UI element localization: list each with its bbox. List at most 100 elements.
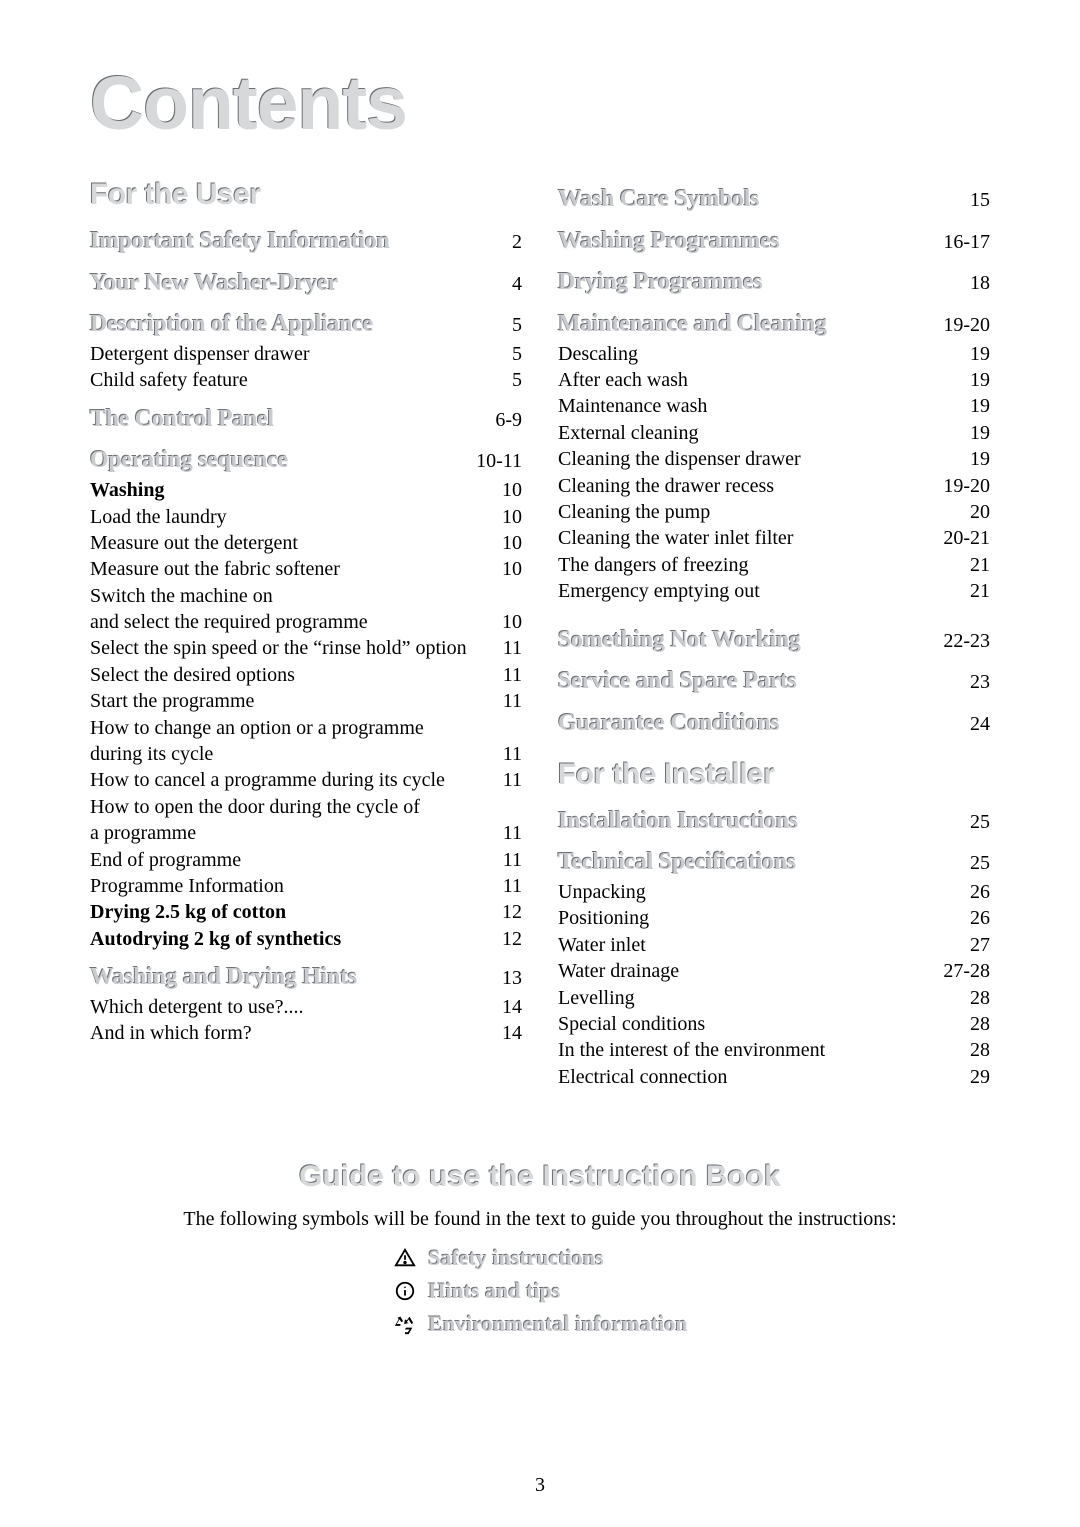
guide-block: Guide to use the Instruction Book The fo… xyxy=(90,1160,990,1340)
toc-label: Service and Spare Parts xyxy=(558,666,807,698)
toc-label: In the interest of the environment xyxy=(558,1037,835,1063)
toc-page: 27 xyxy=(962,932,990,958)
toc-page: 5 xyxy=(504,312,522,338)
toc-page: 19 xyxy=(962,446,990,472)
toc-page: 13 xyxy=(494,965,522,991)
toc-row: Drying Programmes18 xyxy=(558,267,990,299)
toc-row: Select the desired options11 xyxy=(90,662,522,688)
toc-row: How to change an option or a programme xyxy=(90,715,522,741)
warning-triangle-icon xyxy=(392,1245,418,1271)
guide-line: Hints and tips xyxy=(392,1274,687,1307)
toc-page: 10 xyxy=(494,609,522,635)
toc-label: Descaling xyxy=(558,341,648,367)
toc-page: 11 xyxy=(495,873,522,899)
toc-label: Measure out the fabric softener xyxy=(90,556,350,582)
toc-left-column: For the User Important Safety Informatio… xyxy=(90,174,522,1090)
toc-label: And in which form? xyxy=(90,1020,262,1046)
toc-page: 25 xyxy=(962,850,990,876)
toc-row: How to cancel a programme during its cyc… xyxy=(90,767,522,793)
toc-page: 11 xyxy=(495,635,522,661)
toc-page: 26 xyxy=(962,905,990,931)
toc-label: Start the programme xyxy=(90,688,264,714)
toc-right-bottom-list: Installation Instructions25Technical Spe… xyxy=(558,806,990,1090)
toc-row: How to open the door during the cycle of xyxy=(90,794,522,820)
toc-row: Water drainage 27-28 xyxy=(558,958,990,984)
toc-label: Electrical connection xyxy=(558,1064,737,1090)
toc-row: Measure out the detergent 10 xyxy=(90,530,522,556)
recycle-icon xyxy=(392,1311,418,1337)
toc-row: Autodrying 2 kg of synthetics12 xyxy=(90,926,522,952)
toc-page: 19 xyxy=(962,341,990,367)
toc-page: 20 xyxy=(962,499,990,525)
toc-row: Measure out the fabric softener10 xyxy=(90,556,522,582)
toc-label: Technical Specifications xyxy=(558,847,806,879)
toc-page: 5 xyxy=(504,367,522,393)
toc-page: 27-28 xyxy=(935,958,990,984)
toc-label: Maintenance wash xyxy=(558,393,717,419)
toc-left-list: Important Safety Information2Your New Wa… xyxy=(90,226,522,1047)
toc-label: Special conditions xyxy=(558,1011,715,1037)
toc-page: 19-20 xyxy=(935,312,990,338)
page-title: Contents xyxy=(90,60,990,146)
toc-label: Child safety feature xyxy=(90,367,258,393)
toc-page: 28 xyxy=(962,1011,990,1037)
guide-line-text: Safety instructions xyxy=(428,1241,603,1274)
toc-label: External cleaning xyxy=(558,420,709,446)
toc-page: 21 xyxy=(962,578,990,604)
toc-label: Select the spin speed or the “rinse hold… xyxy=(90,635,477,661)
toc-label: Washing and Drying Hints xyxy=(90,962,367,994)
toc-page: 20-21 xyxy=(935,525,990,551)
toc-label: Water inlet xyxy=(558,932,656,958)
toc-page: 10-11 xyxy=(468,448,522,474)
toc-row: Washing and Drying Hints 13 xyxy=(90,962,522,994)
info-circle-icon xyxy=(392,1278,418,1304)
toc-label: How to cancel a programme during its cyc… xyxy=(90,767,455,793)
toc-row: The dangers of freezing21 xyxy=(558,552,990,578)
toc-page: 16-17 xyxy=(935,229,990,255)
toc-label: Washing Programmes xyxy=(558,226,790,258)
toc-row: Operating sequence10-11 xyxy=(90,445,522,477)
toc-label: Autodrying 2 kg of synthetics xyxy=(90,926,351,952)
toc-page: 4 xyxy=(504,271,522,297)
guide-intro: The following symbols will be found in t… xyxy=(90,1208,990,1231)
toc-label: Something Not Working xyxy=(558,625,811,657)
toc-page: 14 xyxy=(494,1020,522,1046)
toc-row: Important Safety Information2 xyxy=(90,226,522,258)
toc-row: Guarantee Conditions24 xyxy=(558,708,990,740)
toc-row: Load the laundry10 xyxy=(90,504,522,530)
toc-label: Water drainage xyxy=(558,958,689,984)
toc-page: 22-23 xyxy=(935,628,990,654)
toc-row: Wash Care Symbols15 xyxy=(558,184,990,216)
toc-page: 11 xyxy=(495,820,522,846)
for-the-installer-heading: For the Installer xyxy=(558,758,990,792)
guide-lines: Safety instructionsHints and tipsEnviron… xyxy=(392,1241,687,1340)
toc-label: Which detergent to use?.... xyxy=(90,994,313,1020)
toc-row: Cleaning the drawer recess19-20 xyxy=(558,473,990,499)
toc-label: during its cycle xyxy=(90,741,223,767)
guide-title: Guide to use the Instruction Book xyxy=(90,1160,990,1194)
toc-page: 10 xyxy=(494,477,522,503)
toc-label: Installation Instructions xyxy=(558,806,808,838)
guide-line: Safety instructions xyxy=(392,1241,687,1274)
toc-row: Detergent dispenser drawer5 xyxy=(90,341,522,367)
toc-page: 12 xyxy=(494,899,522,925)
toc-row: Technical Specifications 25 xyxy=(558,847,990,879)
toc-row: End of programme11 xyxy=(90,847,522,873)
toc-row: Descaling 19 xyxy=(558,341,990,367)
toc-label: Measure out the detergent xyxy=(90,530,308,556)
toc-row: Cleaning the dispenser drawer19 xyxy=(558,446,990,472)
for-the-user-heading: For the User xyxy=(90,178,522,212)
toc-row: and select the required programme 10 xyxy=(90,609,522,635)
toc-row: Programme Information11 xyxy=(90,873,522,899)
toc-label: Emergency emptying out xyxy=(558,578,770,604)
toc-row: Service and Spare Parts23 xyxy=(558,666,990,698)
toc-row: Switch the machine on xyxy=(90,583,522,609)
toc-label: Drying Programmes xyxy=(558,267,772,299)
toc-label: and select the required programme xyxy=(90,609,378,635)
toc-page: 10 xyxy=(494,530,522,556)
toc-label: The dangers of freezing xyxy=(558,552,758,578)
toc-label: Washing xyxy=(90,477,174,503)
toc-page: 5 xyxy=(504,341,522,367)
toc-row: a programme11 xyxy=(90,820,522,846)
guide-line: Environmental information xyxy=(392,1307,687,1340)
